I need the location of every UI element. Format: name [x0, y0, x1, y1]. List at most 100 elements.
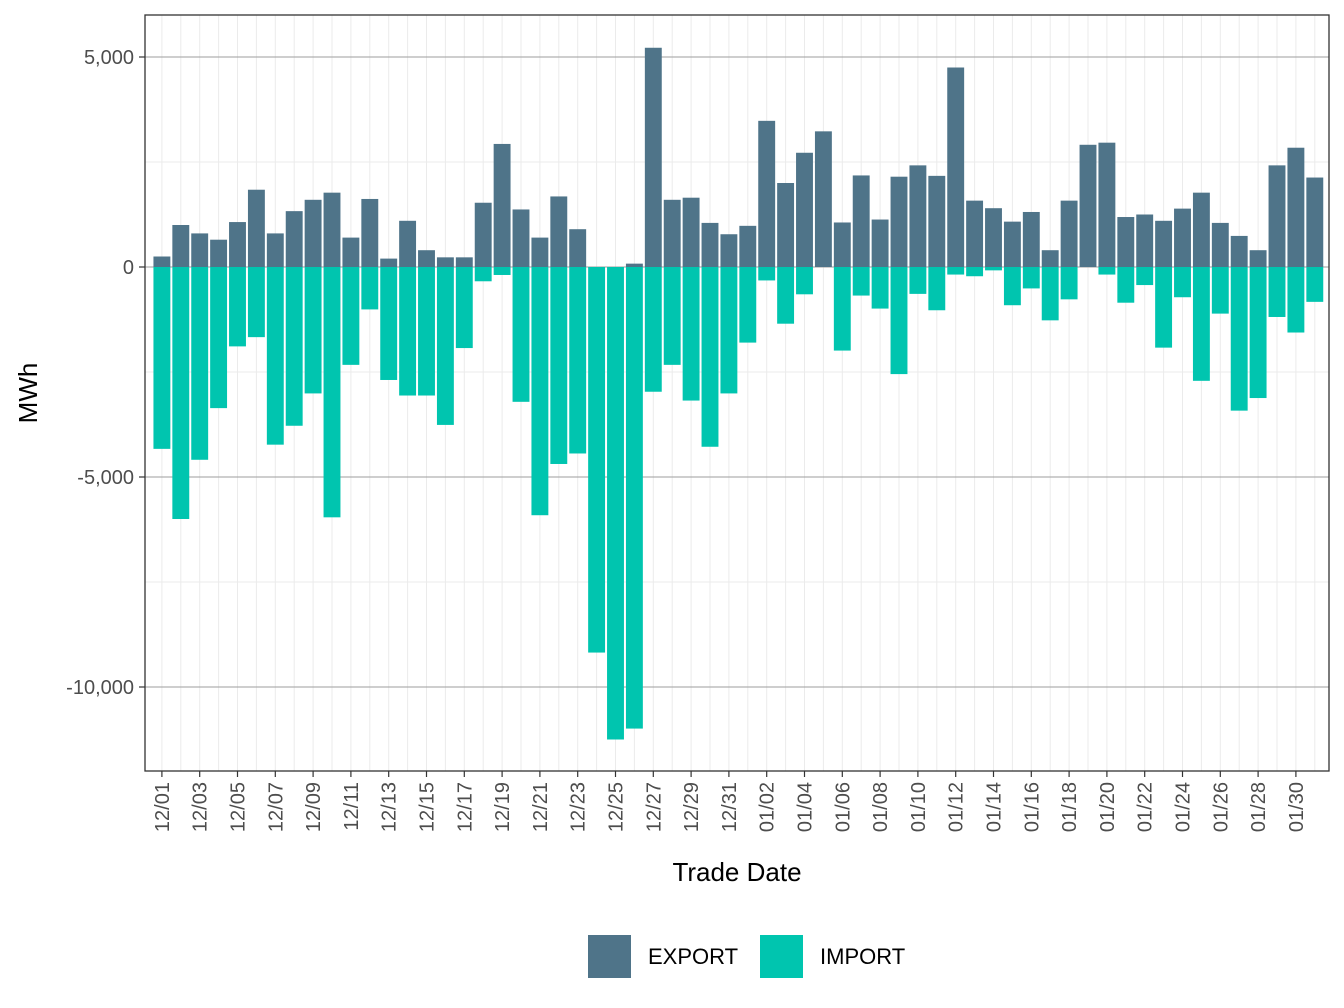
export-bar-12-26 [625, 263, 643, 267]
import-bar-01-09 [890, 267, 908, 375]
import-bar-12-26 [625, 267, 643, 729]
x-axis-title: Trade Date [672, 857, 801, 887]
import-bar-12-11 [342, 267, 360, 365]
x-tick-label: 01/18 [1059, 782, 1081, 832]
export-bar-12-28 [663, 199, 681, 267]
x-tick-label: 12/01 [152, 782, 174, 832]
import-bar-01-10 [909, 267, 927, 294]
import-series [153, 267, 1324, 740]
export-bar-01-29 [1268, 165, 1286, 267]
x-tick-label: 12/11 [341, 782, 363, 831]
y-tick-label: -10,000 [66, 677, 134, 699]
import-bar-01-22 [1136, 267, 1154, 286]
import-bar-12-16 [436, 267, 454, 425]
import-bar-12-02 [172, 267, 190, 519]
x-tick-label: 12/31 [719, 782, 741, 832]
import-bar-12-31 [720, 267, 738, 394]
export-bar-12-08 [285, 211, 303, 267]
x-tick-label: 01/08 [870, 782, 892, 832]
import-bar-01-15 [1003, 267, 1021, 306]
export-bar-01-25 [1192, 192, 1210, 267]
export-bar-01-14 [985, 208, 1002, 267]
y-axis: 5,000 0 -5,000 -10,000 [66, 47, 145, 699]
x-tick-label: 12/21 [530, 782, 552, 832]
legend-swatch-import [760, 935, 803, 978]
import-bar-01-21 [1117, 267, 1135, 303]
import-bar-12-23 [569, 267, 587, 454]
export-bar-01-19 [1079, 144, 1097, 267]
export-bar-01-30 [1287, 147, 1305, 267]
import-bar-12-18 [474, 267, 492, 282]
import-bar-12-04 [210, 267, 228, 409]
import-bar-01-14 [985, 267, 1002, 271]
x-tick-label: 01/04 [795, 782, 817, 832]
import-bar-12-19 [493, 267, 511, 275]
import-bar-12-05 [229, 267, 246, 347]
export-bar-01-17 [1041, 250, 1059, 267]
import-bar-12-08 [285, 267, 303, 426]
import-bar-12-03 [191, 267, 209, 460]
export-bar-01-16 [1022, 211, 1040, 267]
export-bar-12-21 [531, 237, 549, 267]
export-bar-01-22 [1136, 214, 1154, 267]
import-bar-12-28 [663, 267, 681, 365]
y-axis-title: MWh [13, 363, 43, 424]
import-bar-12-12 [361, 267, 379, 310]
import-bar-12-21 [531, 267, 549, 516]
export-bar-12-06 [247, 189, 265, 267]
x-tick-label: 01/10 [908, 782, 930, 832]
x-tick-label: 01/12 [946, 782, 968, 832]
import-bar-12-09 [304, 267, 322, 394]
x-tick-label: 01/22 [1135, 782, 1157, 832]
export-bar-12-07 [266, 233, 284, 267]
export-bar-12-17 [455, 257, 473, 267]
export-bar-01-20 [1098, 142, 1116, 267]
import-bar-01-24 [1174, 267, 1191, 298]
x-tick-label: 12/07 [265, 782, 287, 832]
export-bar-01-05 [814, 131, 832, 267]
export-bar-01-01 [739, 225, 757, 267]
export-bar-01-04 [796, 152, 813, 267]
export-bar-12-09 [304, 199, 322, 267]
import-bar-12-14 [399, 267, 417, 396]
export-bar-12-13 [380, 258, 398, 267]
import-bar-12-30 [701, 267, 719, 447]
export-bar-01-13 [966, 200, 984, 267]
x-tick-label: 01/14 [984, 782, 1006, 832]
x-tick-label: 12/19 [492, 782, 514, 832]
export-bar-01-27 [1230, 235, 1248, 267]
x-tick-label: 12/03 [190, 782, 212, 832]
x-tick-label: 12/13 [379, 782, 401, 832]
x-tick-label: 01/24 [1173, 782, 1195, 832]
export-bar-12-30 [701, 222, 719, 267]
import-bar-01-13 [966, 267, 984, 277]
import-bar-01-23 [1155, 267, 1173, 348]
x-tick-label: 12/25 [606, 782, 628, 832]
export-bar-01-24 [1174, 208, 1191, 267]
export-bar-12-31 [720, 234, 738, 267]
import-bar-01-03 [777, 267, 795, 324]
import-bar-12-07 [266, 267, 284, 445]
x-tick-label: 12/15 [417, 782, 439, 832]
import-bar-01-30 [1287, 267, 1305, 333]
import-bar-12-29 [682, 267, 700, 401]
import-bar-01-04 [796, 267, 813, 295]
import-bar-12-17 [455, 267, 473, 349]
import-bar-01-06 [833, 267, 851, 351]
export-bar-01-02 [758, 120, 776, 267]
plot-border [144, 14, 1330, 772]
export-bar-12-03 [191, 233, 209, 267]
import-bar-12-25 [607, 267, 624, 740]
export-bar-12-04 [210, 239, 228, 267]
export-bar-01-15 [1003, 221, 1021, 267]
export-bar-01-26 [1211, 222, 1229, 267]
export-bar-01-23 [1155, 220, 1173, 267]
y-tick-label: 5,000 [84, 47, 134, 69]
export-bar-01-11 [928, 175, 946, 267]
import-bar-01-07 [852, 267, 870, 296]
export-bar-01-10 [909, 165, 927, 267]
export-bar-01-12 [947, 67, 965, 267]
export-bar-12-27 [644, 47, 662, 268]
export-bar-01-09 [890, 176, 908, 267]
export-bar-12-23 [569, 229, 587, 267]
